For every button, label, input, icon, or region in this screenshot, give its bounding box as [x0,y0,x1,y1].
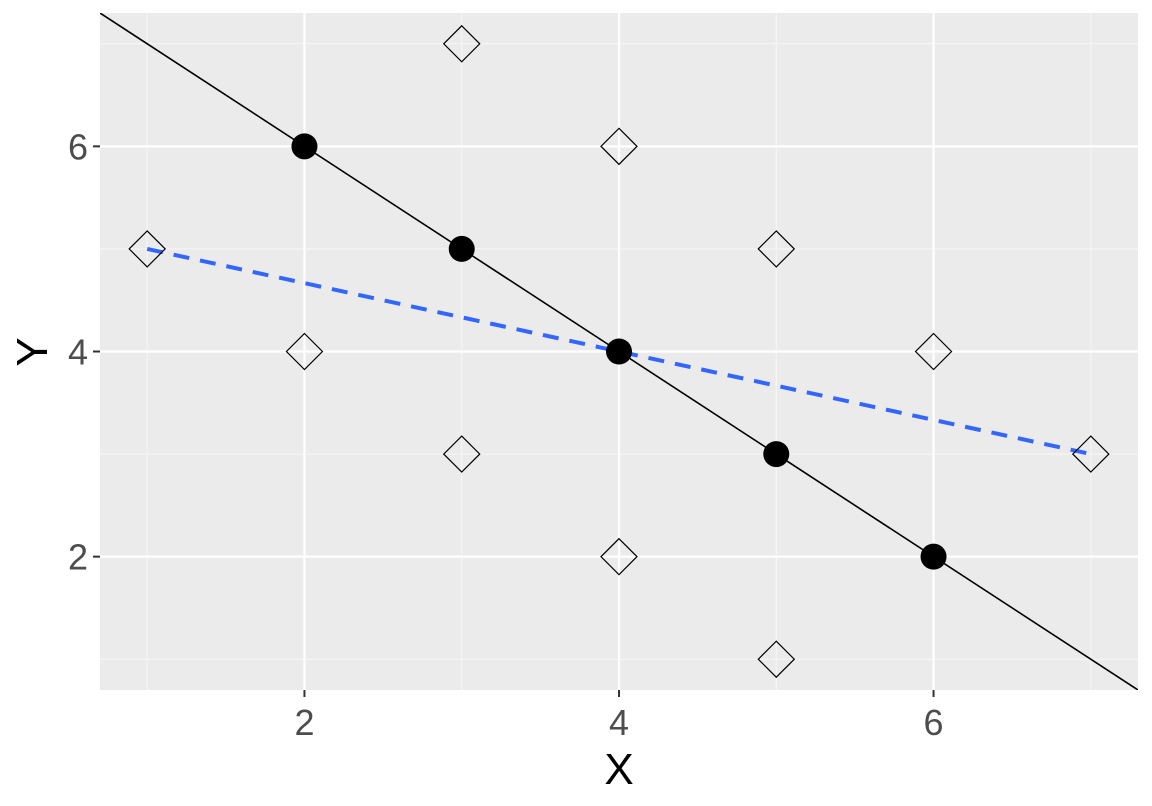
axis-ticks [93,145,935,697]
data-point-circle [291,133,318,160]
data-point-diamond [757,230,796,268]
data-point-diamond [757,640,796,679]
data-point-diamond [914,332,953,371]
data-point-diamond [1071,435,1110,473]
x-tick-label: 4 [609,702,629,743]
data-point-circle [448,235,475,262]
x-tick-label: 2 [294,702,314,743]
x-tick-label: 6 [924,702,944,743]
y-tick-label: 6 [68,126,88,167]
data-point-circle [606,338,632,365]
data-point-circle [763,441,790,468]
data-point-circle [920,543,947,570]
data-point-diamond [442,435,481,473]
y-tick-label: 4 [68,332,88,373]
y-axis-title: Y [8,337,57,366]
point-layer [128,24,1110,679]
data-point-diamond [600,537,638,576]
y-tick-label: 2 [68,537,88,578]
data-point-diamond [600,127,638,166]
x-axis-title: X [604,745,633,794]
data-point-diamond [285,332,324,371]
data-point-diamond [128,230,167,268]
data-point-diamond [442,24,481,63]
tick-labels: 2 4 6 2 4 6 [68,126,944,743]
